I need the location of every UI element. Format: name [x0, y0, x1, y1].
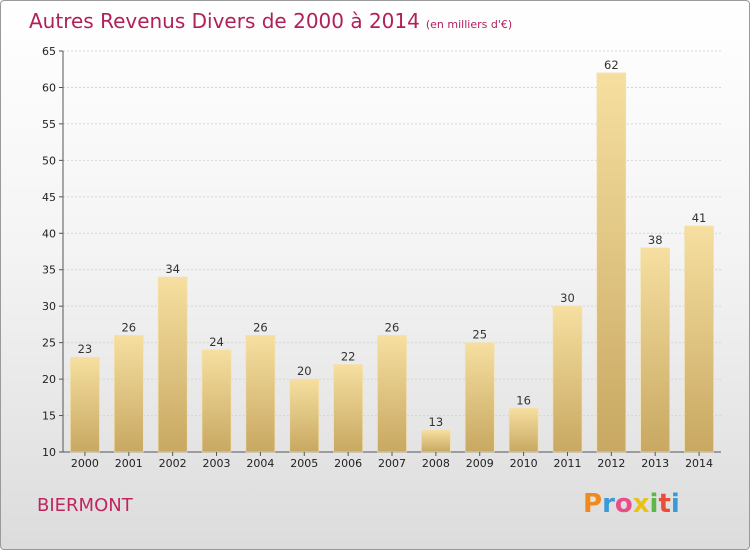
- x-tick-label-2002: 2002: [159, 457, 187, 470]
- bar-2008: [421, 429, 451, 453]
- x-tick-label-2009: 2009: [466, 457, 494, 470]
- logo-letter: x: [632, 489, 650, 519]
- value-label-2012: 62: [604, 58, 619, 72]
- value-label-2005: 20: [297, 364, 312, 378]
- bar-2006: [333, 364, 363, 453]
- chart-subtitle: (en milliers d'€): [425, 18, 513, 31]
- value-label-2007: 26: [385, 320, 400, 334]
- y-tick-label: 15: [42, 410, 56, 423]
- logo-letter: i: [670, 489, 680, 519]
- x-tick-label-2000: 2000: [71, 457, 99, 470]
- x-tick-label-2011: 2011: [553, 457, 581, 470]
- bar-2013: [640, 247, 671, 453]
- x-tick-label-2008: 2008: [422, 457, 450, 470]
- value-label-2010: 16: [516, 393, 531, 407]
- y-tick-label: 35: [42, 264, 56, 277]
- x-tick-label-2003: 2003: [203, 457, 231, 470]
- x-tick-label-2013: 2013: [641, 457, 669, 470]
- logo-letter: P: [583, 489, 603, 519]
- value-label-2011: 30: [560, 291, 575, 305]
- commune-name: BIERMONT: [37, 495, 133, 516]
- bar-2000: [70, 356, 100, 453]
- chart-title: Autres Revenus Divers de 2000 à 2014 (en …: [29, 9, 512, 33]
- value-label-2001: 26: [121, 320, 136, 334]
- bar-2014: [684, 225, 714, 453]
- value-label-2006: 22: [341, 350, 356, 364]
- bar-2003: [201, 349, 232, 453]
- y-tick-label: 40: [42, 227, 56, 240]
- bar-2002: [157, 276, 188, 453]
- bar-2011: [552, 305, 583, 453]
- y-tick-label: 45: [42, 191, 56, 204]
- x-tick-label-2005: 2005: [290, 457, 318, 470]
- x-tick-label-2007: 2007: [378, 457, 406, 470]
- y-tick-label: 10: [42, 446, 56, 459]
- logo-letter: r: [602, 489, 615, 519]
- y-tick-label: 60: [42, 81, 56, 94]
- bar-2010: [508, 407, 539, 453]
- logo-letter: o: [614, 489, 633, 519]
- value-label-2013: 38: [648, 233, 663, 247]
- bar-2005: [289, 378, 320, 453]
- value-label-2002: 34: [165, 262, 180, 276]
- y-tick-label: 20: [42, 373, 56, 386]
- bar-2004: [245, 335, 276, 453]
- x-tick-label-2001: 2001: [115, 457, 143, 470]
- x-tick-label-2014: 2014: [685, 457, 713, 470]
- y-tick-label: 55: [42, 118, 56, 131]
- y-tick-label: 50: [42, 154, 56, 167]
- y-tick-label: 65: [42, 45, 56, 58]
- logo-letter: t: [658, 489, 671, 519]
- value-label-2003: 24: [209, 335, 224, 349]
- bar-2009: [464, 342, 495, 453]
- logo-letter: i: [649, 489, 659, 519]
- y-tick-label: 25: [42, 337, 56, 350]
- bar-2007: [377, 335, 407, 453]
- bar-2001: [114, 335, 144, 453]
- value-label-2004: 26: [253, 320, 268, 334]
- x-tick-label-2012: 2012: [597, 457, 625, 470]
- y-tick-label: 30: [42, 300, 56, 313]
- value-label-2008: 13: [429, 415, 444, 429]
- x-tick-label-2010: 2010: [510, 457, 538, 470]
- x-tick-label-2006: 2006: [334, 457, 362, 470]
- proxiti-logo: Proxiti: [583, 489, 680, 519]
- value-label-2014: 41: [692, 211, 707, 225]
- chart-title-text: Autres Revenus Divers de 2000 à 2014: [29, 9, 420, 33]
- x-tick-label-2004: 2004: [246, 457, 274, 470]
- bar-2012: [596, 72, 627, 453]
- value-label-2009: 25: [472, 328, 487, 342]
- value-label-2000: 23: [78, 342, 93, 356]
